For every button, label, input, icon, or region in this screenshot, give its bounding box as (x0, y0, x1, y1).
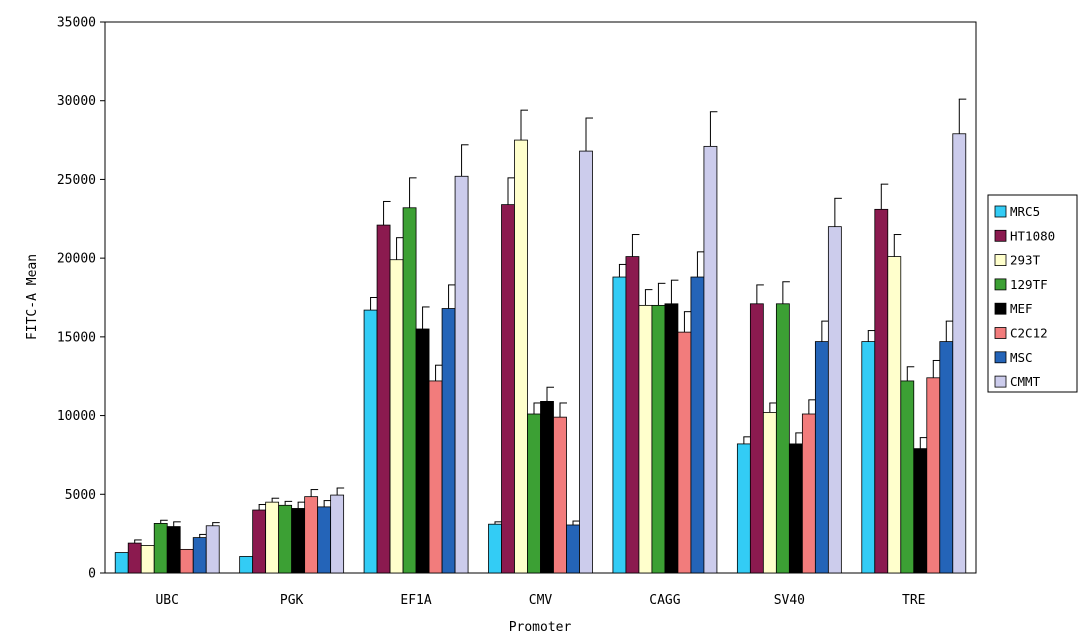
legend-label-c2c12: C2C12 (1010, 326, 1048, 341)
bar-msc-ubc (192, 537, 207, 574)
legend-label-msc: MSC (1010, 350, 1033, 365)
legend-swatch-293t (994, 254, 1007, 267)
bar-129tf-ef1a (402, 207, 417, 574)
bar-c2c12-ubc (179, 548, 194, 574)
y-tick-label: 15000 (57, 330, 96, 345)
y-tick-label: 25000 (57, 173, 96, 188)
legend-label-cmmt: CMMT (1010, 374, 1041, 389)
bar-ht1080-ubc (127, 542, 142, 574)
x-tick-label: PGK (280, 593, 304, 608)
bar-msc-cagg (690, 276, 705, 574)
legend-swatch-c2c12 (994, 327, 1007, 339)
bar-129tf-cmv (527, 413, 541, 574)
bar-msc-pgk (317, 506, 332, 574)
y-tick-label: 5000 (65, 488, 96, 503)
bar-cmmt-cagg (703, 145, 718, 574)
bar-293t-cagg (638, 304, 653, 574)
bar-ht1080-tre (874, 208, 889, 574)
bar-mef-tre (913, 448, 928, 574)
bar-msc-tre (939, 341, 954, 574)
bar-ht1080-pgk (252, 509, 267, 574)
bar-c2c12-tre (926, 377, 941, 574)
bar-mef-ef1a (415, 328, 430, 574)
bar-ht1080-ef1a (376, 224, 391, 574)
bar-mef-pgk (291, 508, 306, 574)
bar-cmmt-pgk (330, 494, 345, 574)
x-tick-label: CMV (529, 593, 553, 608)
bar-mef-cagg (664, 303, 679, 574)
bar-mrc5-cagg (612, 276, 627, 574)
x-tick-label: TRE (902, 593, 925, 608)
bar-ht1080-sv40 (749, 303, 764, 574)
y-tick-label: 0 (88, 567, 96, 582)
legend: MRC5 HT1080 293T 129TF MEF C2C12 MSC CMMT (987, 194, 1078, 393)
x-tick-label: SV40 (774, 593, 805, 608)
bar-293t-cmv (514, 139, 528, 574)
bar-c2c12-pgk (304, 496, 319, 574)
bar-msc-cmv (566, 524, 580, 574)
legend-label-mrc5: MRC5 (1010, 204, 1040, 219)
x-tick-label: UBC (155, 593, 178, 608)
bar-cmmt-ef1a (454, 175, 469, 574)
bar-mrc5-cmv (488, 523, 502, 574)
bar-293t-tre (887, 256, 902, 574)
bar-129tf-sv40 (775, 303, 790, 574)
bar-293t-sv40 (762, 412, 777, 574)
x-tick-label: EF1A (400, 593, 431, 608)
bars (114, 98, 967, 574)
legend-label-ht1080: HT1080 (1010, 228, 1055, 243)
bar-129tf-cagg (651, 304, 666, 574)
bar-cmmt-cmv (579, 150, 593, 574)
bar-mrc5-ef1a (363, 309, 378, 574)
bar-129tf-ubc (153, 523, 168, 574)
bar-293t-ef1a (389, 259, 404, 574)
bar-cmmt-ubc (205, 525, 220, 574)
bar-mrc5-pgk (239, 556, 254, 574)
bar-msc-ef1a (441, 308, 456, 574)
bar-c2c12-ef1a (428, 380, 443, 574)
y-tick-label: 35000 (57, 16, 96, 31)
legend-label-129tf: 129TF (1010, 277, 1048, 292)
x-tick-label: CAGG (649, 593, 680, 608)
legend-swatch-129tf (994, 278, 1007, 291)
y-tick-label: 20000 (57, 252, 96, 267)
y-axis: 0 5000 10000 15000 20000 25000 30000 35000 (57, 16, 105, 582)
bar-c2c12-cagg (677, 331, 692, 574)
legend-swatch-mrc5 (994, 205, 1007, 218)
bar-129tf-pgk (278, 504, 293, 574)
y-tick-label: 30000 (57, 94, 96, 109)
bar-msc-sv40 (814, 341, 829, 574)
x-axis: UBC PGK EF1A CMV CAGG SV40 TRE (155, 593, 925, 608)
bar-c2c12-sv40 (801, 413, 816, 574)
legend-swatch-ht1080 (994, 229, 1007, 242)
legend-swatch-mef (994, 302, 1007, 315)
legend-swatch-cmmt (994, 375, 1007, 388)
y-tick-label: 10000 (57, 409, 96, 424)
bar-mrc5-ubc (114, 552, 129, 574)
bar-cmmt-sv40 (827, 226, 842, 574)
bar-mef-ubc (166, 526, 181, 574)
bar-cmmt-tre (952, 133, 967, 574)
bar-mef-cmv (540, 401, 554, 574)
bar-c2c12-cmv (553, 416, 567, 574)
bar-293t-ubc (140, 545, 155, 574)
bar-ht1080-cmv (501, 204, 515, 574)
bar-mrc5-tre (861, 341, 876, 574)
legend-swatch-msc (994, 351, 1007, 364)
bar-129tf-tre (900, 380, 915, 574)
bar-mef-sv40 (788, 443, 803, 574)
bar-293t-pgk (265, 501, 280, 574)
legend-label-mef: MEF (1010, 301, 1033, 316)
legend-label-293t: 293T (1010, 253, 1041, 268)
x-axis-title: Promoter (509, 620, 572, 635)
bar-mrc5-sv40 (736, 443, 751, 574)
bar-ht1080-cagg (625, 256, 640, 574)
y-axis-title: FITC-A Mean (25, 254, 40, 340)
